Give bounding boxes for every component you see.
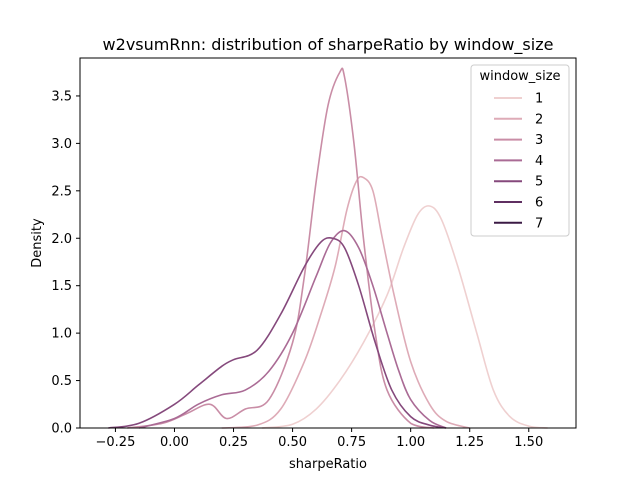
series-line-4	[138, 229, 447, 429]
legend-label-3: 3	[535, 133, 543, 148]
series-line-1	[261, 205, 548, 429]
y-tick-label: 3.5	[51, 89, 72, 104]
x-axis-label: sharpeRatio	[289, 457, 367, 472]
y-tick-label: 2.5	[51, 184, 72, 199]
y-tick-label: 3.0	[51, 137, 72, 152]
y-axis: 0.0 0.5 1.0 1.5 2.0 2.5 3.0 3.5	[51, 89, 80, 437]
legend-label-4: 4	[535, 154, 543, 169]
y-tick-label: 0.5	[51, 374, 72, 389]
y-tick-label: 0.0	[51, 422, 72, 437]
x-tick-label: 0.75	[337, 435, 366, 450]
legend-label-5: 5	[535, 175, 543, 190]
y-tick-label: 1.0	[51, 327, 72, 342]
y-axis-label: Density	[30, 218, 45, 268]
x-tick-label: 0.50	[278, 435, 307, 450]
x-tick-label: 0.00	[160, 435, 189, 450]
legend: window_size 1 2 3 4 5 6 7	[470, 64, 570, 237]
series-layer	[108, 67, 548, 429]
legend-label-2: 2	[535, 112, 543, 127]
x-axis: −0.25 0.00 0.25 0.50 0.75 1.00 1.25 1.50	[96, 428, 543, 450]
x-tick-label: −0.25	[96, 435, 136, 450]
y-tick-label: 2.0	[51, 232, 72, 247]
series-line-3	[127, 67, 435, 429]
chart-title: w2vsumRnn: distribution of sharpeRatio b…	[103, 35, 554, 55]
y-tick-label: 1.5	[51, 279, 72, 294]
series-line-5	[108, 236, 447, 429]
series-line-2	[221, 175, 470, 429]
legend-label-7: 7	[535, 216, 543, 231]
x-tick-label: 1.00	[396, 435, 425, 450]
legend-title: window_size	[479, 69, 560, 84]
plot-frame	[79, 57, 577, 429]
legend-box	[470, 64, 570, 237]
legend-label-1: 1	[535, 92, 543, 107]
x-tick-label: 1.25	[455, 435, 484, 450]
legend-label-6: 6	[535, 196, 543, 211]
x-tick-label: 0.25	[219, 435, 248, 450]
x-tick-label: 1.50	[514, 435, 543, 450]
